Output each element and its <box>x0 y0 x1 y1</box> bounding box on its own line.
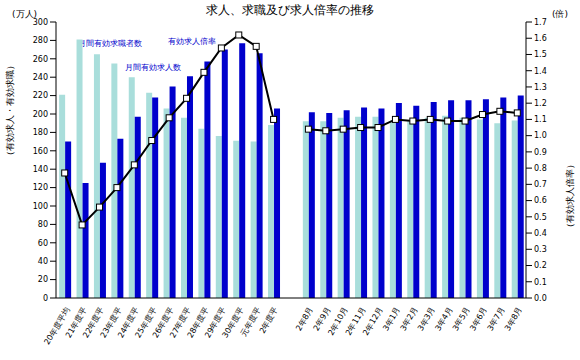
svg-text:（有効求人倍率）: （有効求人倍率） <box>565 160 572 232</box>
svg-text:2年10月: 2年10月 <box>326 305 350 337</box>
svg-text:2年11月: 2年11月 <box>343 305 368 337</box>
svg-text:0.6: 0.6 <box>534 196 547 205</box>
svg-text:20年度平均: 20年度平均 <box>42 305 71 346</box>
svg-text:1.2: 1.2 <box>534 99 547 108</box>
svg-text:0.0: 0.0 <box>534 294 547 303</box>
svg-text:1.6: 1.6 <box>534 34 547 43</box>
html-text:(万人): (万人) <box>12 9 37 19</box>
svg-text:140: 140 <box>33 165 48 174</box>
svg-text:0.7: 0.7 <box>534 180 547 189</box>
svg-text:40: 40 <box>38 257 48 266</box>
svg-text:3年3月: 3年3月 <box>416 305 437 333</box>
html-text:求人、求職及び求人倍率の推移: 求人、求職及び求人倍率の推移 <box>206 3 374 17</box>
svg-text:3年7月: 3年7月 <box>485 305 507 333</box>
svg-text:1.7: 1.7 <box>534 18 547 27</box>
svg-text:2年度平: 2年度平 <box>258 305 280 335</box>
svg-text:0: 0 <box>43 294 48 303</box>
svg-text:220: 220 <box>33 91 48 100</box>
svg-text:25年度平: 25年度平 <box>133 305 159 340</box>
svg-text:200: 200 <box>33 110 48 119</box>
svg-text:29年度平: 29年度平 <box>203 305 228 340</box>
svg-text:3年6月: 3年6月 <box>468 305 490 333</box>
svg-text:0.5: 0.5 <box>534 213 547 222</box>
svg-text:0.3: 0.3 <box>534 245 547 254</box>
svg-text:3年4月: 3年4月 <box>433 305 455 333</box>
svg-text:260: 260 <box>33 55 48 64</box>
svg-text:0.2: 0.2 <box>534 261 547 270</box>
svg-text:0.8: 0.8 <box>534 164 547 173</box>
svg-text:60: 60 <box>38 239 48 248</box>
svg-text:0.9: 0.9 <box>534 148 547 157</box>
svg-text:23年度平: 23年度平 <box>98 305 124 340</box>
svg-text:3年2月: 3年2月 <box>398 305 420 333</box>
svg-text:30年度平: 30年度平 <box>220 305 246 340</box>
html-text:(倍): (倍) <box>552 9 568 19</box>
svg-text:1.0: 1.0 <box>534 131 547 140</box>
svg-text:280: 280 <box>33 36 48 45</box>
html-text:有効求人倍率: 有効求人倍率 <box>168 37 216 46</box>
svg-text:26年度平: 26年度平 <box>150 305 176 340</box>
svg-text:0.4: 0.4 <box>534 229 547 238</box>
svg-text:120: 120 <box>33 183 48 192</box>
svg-text:24年度平: 24年度平 <box>116 305 141 340</box>
svg-text:21年度平: 21年度平 <box>63 305 89 340</box>
svg-text:（有効求人・有効求職）: （有効求人・有効求職） <box>8 61 15 160</box>
svg-text:1.3: 1.3 <box>534 83 547 92</box>
svg-text:20: 20 <box>38 275 48 284</box>
svg-text:27年度平: 27年度平 <box>168 305 194 340</box>
svg-text:28年度平: 28年度平 <box>185 305 211 340</box>
svg-text:180: 180 <box>33 128 48 137</box>
html-text:月間有効求人数: 月間有効求人数 <box>125 63 181 72</box>
svg-text:元年度平: 元年度平 <box>239 305 263 337</box>
svg-text:100: 100 <box>33 202 48 211</box>
svg-text:300: 300 <box>33 18 48 27</box>
svg-text:1.1: 1.1 <box>534 115 547 124</box>
svg-text:2年9月: 2年9月 <box>311 305 333 333</box>
svg-text:3年1月: 3年1月 <box>381 305 403 333</box>
svg-text:1.5: 1.5 <box>534 50 547 59</box>
svg-text:0.1: 0.1 <box>534 278 547 287</box>
svg-text:3年8月: 3年8月 <box>503 305 524 332</box>
svg-text:22年度平: 22年度平 <box>81 305 107 340</box>
svg-text:3年5月: 3年5月 <box>450 305 472 333</box>
html-text:月間有効求職者数: 月間有効求職者数 <box>78 39 142 48</box>
svg-text:80: 80 <box>38 220 48 229</box>
svg-text:2年12月: 2年12月 <box>361 305 384 337</box>
svg-text:240: 240 <box>33 73 48 82</box>
svg-text:2年8月: 2年8月 <box>294 305 316 333</box>
svg-text:1.4: 1.4 <box>534 67 547 76</box>
svg-text:160: 160 <box>33 147 48 156</box>
